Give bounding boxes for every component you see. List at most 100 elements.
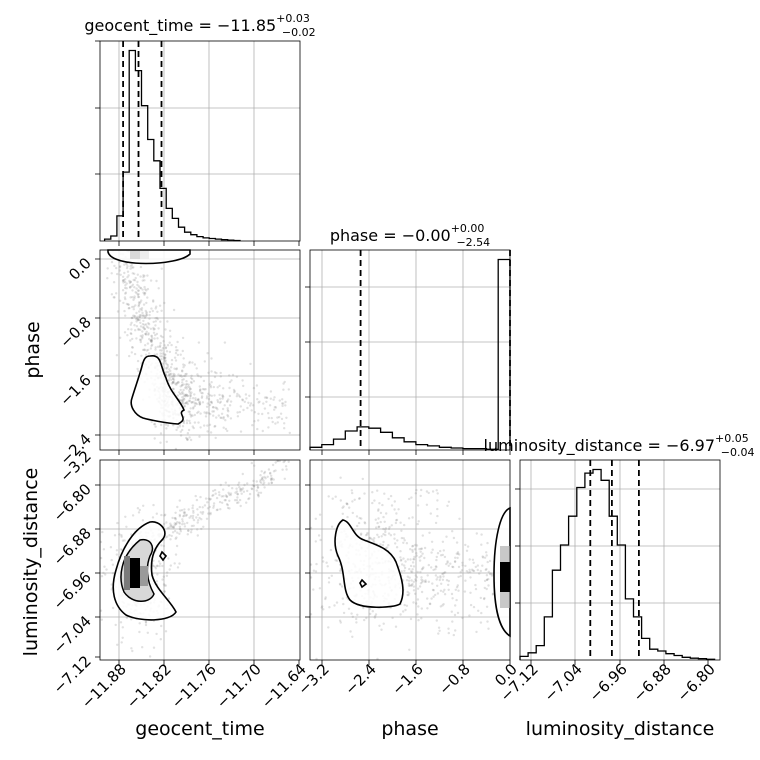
scatter-point bbox=[315, 562, 318, 566]
tick-label: −11.82 bbox=[123, 660, 175, 712]
scatter-point bbox=[194, 402, 197, 405]
scatter-point bbox=[359, 533, 363, 536]
scatter-point bbox=[353, 498, 356, 501]
scatter-point bbox=[159, 352, 162, 355]
scatter-point bbox=[185, 385, 188, 388]
scatter-point bbox=[427, 491, 430, 495]
scatter-point bbox=[116, 521, 119, 525]
scatter-point bbox=[423, 546, 427, 550]
scatter-point bbox=[483, 586, 486, 590]
scatter-point bbox=[406, 558, 410, 561]
scatter-point bbox=[182, 388, 185, 392]
scatter-point bbox=[284, 404, 287, 407]
scatter-point bbox=[489, 572, 492, 575]
scatter-point bbox=[283, 477, 286, 480]
scatter-point bbox=[192, 426, 195, 430]
scatter-point bbox=[160, 267, 163, 270]
scatter-point bbox=[228, 394, 232, 398]
scatter-point bbox=[142, 274, 145, 277]
scatter-point bbox=[125, 616, 129, 619]
scatter-point bbox=[223, 404, 226, 407]
scatter-point bbox=[116, 272, 119, 276]
scatter-point bbox=[201, 510, 205, 514]
scatter-point bbox=[147, 333, 150, 336]
scatter-point bbox=[169, 373, 172, 376]
scatter-point bbox=[341, 506, 344, 509]
scatter-point bbox=[185, 436, 188, 440]
scatter-point bbox=[128, 279, 131, 283]
scatter-point bbox=[261, 412, 264, 416]
scatter-point bbox=[281, 398, 284, 401]
scatter-point bbox=[224, 427, 228, 431]
scatter-point bbox=[357, 521, 361, 525]
scatter-point bbox=[436, 552, 440, 555]
scatter-point bbox=[187, 385, 190, 388]
scatter-point bbox=[216, 408, 219, 411]
scatter-point bbox=[188, 516, 191, 519]
scatter-point bbox=[183, 508, 186, 511]
scatter-point bbox=[167, 557, 170, 560]
scatter-point bbox=[182, 515, 185, 518]
scatter-point bbox=[165, 363, 168, 366]
scatter-point bbox=[362, 606, 365, 610]
scatter-point bbox=[450, 610, 453, 613]
scatter-point bbox=[272, 398, 275, 401]
scatter-point bbox=[181, 390, 184, 394]
scatter-point bbox=[172, 378, 176, 381]
scatter-point bbox=[457, 575, 460, 579]
scatter-point bbox=[272, 470, 276, 473]
scatter-point bbox=[273, 405, 277, 409]
scatter-point bbox=[421, 552, 424, 555]
scatter-point bbox=[457, 565, 461, 569]
scatter-point bbox=[143, 323, 146, 326]
scatter-point bbox=[447, 588, 450, 591]
scatter-point bbox=[193, 363, 197, 366]
scatter-point bbox=[236, 496, 239, 499]
scatter-point bbox=[411, 550, 414, 553]
scatter-point bbox=[168, 568, 171, 571]
scatter-point bbox=[230, 379, 233, 382]
x-axis-label-geocent-time: geocent_time bbox=[135, 718, 264, 740]
scatter-point bbox=[480, 543, 483, 546]
scatter-point bbox=[139, 325, 143, 328]
scatter-point bbox=[152, 646, 156, 649]
scatter-point bbox=[172, 380, 175, 384]
scatter-point bbox=[153, 565, 157, 568]
scatter-point bbox=[356, 524, 359, 528]
scatter-point bbox=[192, 524, 195, 527]
scatter-point bbox=[474, 583, 477, 587]
title-phase: phase = −0.00+0.00 −2.54 bbox=[330, 222, 490, 249]
scatter-point bbox=[201, 401, 205, 404]
scatter-point bbox=[342, 602, 345, 606]
scatter-point bbox=[171, 381, 175, 385]
scatter-point bbox=[267, 482, 270, 485]
scatter-point bbox=[162, 583, 166, 586]
scatter-point bbox=[124, 278, 127, 281]
scatter-point bbox=[263, 486, 266, 489]
scatter-point bbox=[213, 425, 216, 428]
scatter-point bbox=[166, 344, 170, 347]
scatter-point bbox=[174, 447, 178, 451]
scatter-point bbox=[139, 328, 142, 331]
scatter-point bbox=[205, 397, 209, 400]
scatter-point bbox=[146, 287, 150, 291]
scatter-point bbox=[198, 403, 201, 406]
scatter-point bbox=[196, 411, 199, 415]
scatter-point bbox=[247, 401, 250, 404]
scatter-point bbox=[441, 604, 444, 607]
scatter-point bbox=[140, 354, 143, 357]
scatter-point bbox=[164, 371, 167, 374]
scatter-point bbox=[190, 528, 193, 531]
scatter-point bbox=[411, 516, 414, 519]
scatter-point bbox=[403, 566, 407, 570]
scatter-point bbox=[245, 397, 248, 400]
scatter-point bbox=[443, 593, 447, 596]
scatter-point bbox=[487, 570, 490, 573]
scatter-point bbox=[189, 415, 193, 418]
scatter-point bbox=[166, 535, 169, 538]
scatter-point bbox=[124, 284, 127, 287]
scatter-point bbox=[139, 340, 142, 344]
scatter-point bbox=[466, 545, 470, 548]
scatter-point bbox=[173, 562, 176, 565]
scatter-point bbox=[486, 620, 489, 623]
